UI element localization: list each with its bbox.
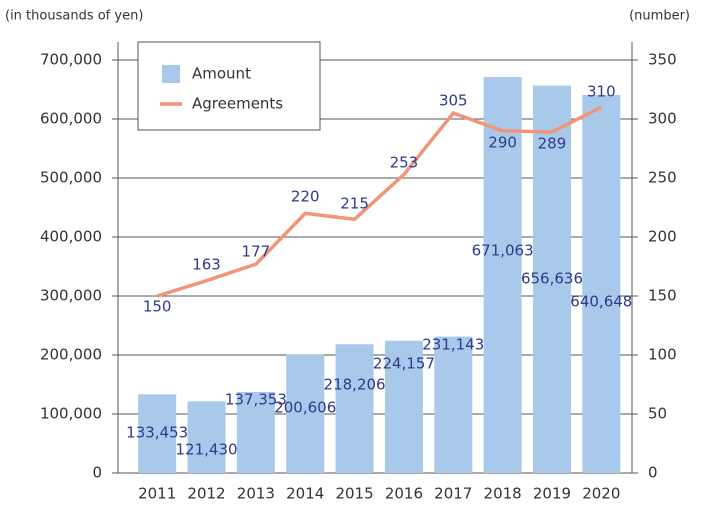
bar — [434, 336, 473, 473]
bar — [286, 354, 325, 473]
legend-swatch — [162, 65, 180, 83]
bar — [236, 391, 275, 473]
bar — [483, 77, 522, 474]
x-tick-label: 2018 — [484, 485, 522, 503]
legend-label: Amount — [192, 65, 251, 83]
data-label: 224,157 — [373, 355, 435, 373]
data-label: 640,648 — [570, 293, 632, 311]
y2-axis-title: (number) — [629, 9, 690, 24]
data-label: 163 — [192, 256, 221, 274]
bar — [532, 85, 571, 473]
bar — [384, 340, 423, 473]
data-label: 290 — [488, 134, 517, 152]
data-label: 150 — [143, 298, 172, 316]
bar — [187, 401, 226, 473]
line — [156, 105, 603, 298]
data-label: 220 — [291, 188, 320, 206]
data-label: 177 — [242, 243, 271, 261]
y2-tick-label: 250 — [648, 169, 677, 187]
y-tick-label: 300,000 — [40, 287, 102, 305]
data-label: 310 — [587, 83, 616, 101]
bar — [335, 344, 374, 473]
data-label: 200,606 — [274, 399, 336, 417]
y2-tick-label: 300 — [648, 110, 677, 128]
bar — [138, 394, 177, 473]
data-label: 231,143 — [422, 336, 484, 354]
y2-tick-label: 100 — [648, 346, 677, 364]
legend-label: Agreements — [192, 95, 283, 113]
data-label: 253 — [390, 154, 419, 172]
y2-tick-label: 200 — [648, 228, 677, 246]
y2-tick-label: 50 — [648, 405, 667, 423]
x-tick-label: 2019 — [533, 485, 571, 503]
y2-tick-label: 0 — [648, 464, 658, 482]
y2-tick-label: 150 — [648, 287, 677, 305]
data-label: 305 — [439, 92, 468, 110]
bar — [582, 95, 621, 474]
x-tick-label: 2016 — [385, 485, 423, 503]
x-tick-label: 2017 — [434, 485, 472, 503]
y2-tick-label: 350 — [648, 51, 677, 69]
x-tick-label: 2020 — [582, 485, 620, 503]
x-tick-label: 2013 — [237, 485, 275, 503]
data-label: 121,430 — [176, 441, 238, 459]
x-tick-label: 2012 — [187, 485, 225, 503]
y-tick-label: 700,000 — [40, 51, 102, 69]
y-tick-label: 100,000 — [40, 405, 102, 423]
data-label: 656,636 — [521, 270, 583, 288]
data-label: 137,353 — [225, 391, 287, 409]
x-tick-label: 2014 — [286, 485, 324, 503]
data-label: 289 — [538, 135, 567, 153]
y-tick-label: 0 — [92, 464, 102, 482]
y-tick-label: 400,000 — [40, 228, 102, 246]
y-axis-title: (in thousands of yen) — [5, 9, 143, 24]
y-tick-label: 200,000 — [40, 346, 102, 364]
data-label: 671,063 — [472, 242, 534, 260]
y-tick-label: 500,000 — [40, 169, 102, 187]
data-label: 133,453 — [126, 424, 188, 442]
x-tick-label: 2011 — [138, 485, 176, 503]
data-label: 218,206 — [324, 376, 386, 394]
y-tick-label: 600,000 — [40, 110, 102, 128]
data-label: 215 — [340, 195, 369, 213]
x-tick-label: 2015 — [335, 485, 373, 503]
legend-box — [137, 41, 321, 131]
